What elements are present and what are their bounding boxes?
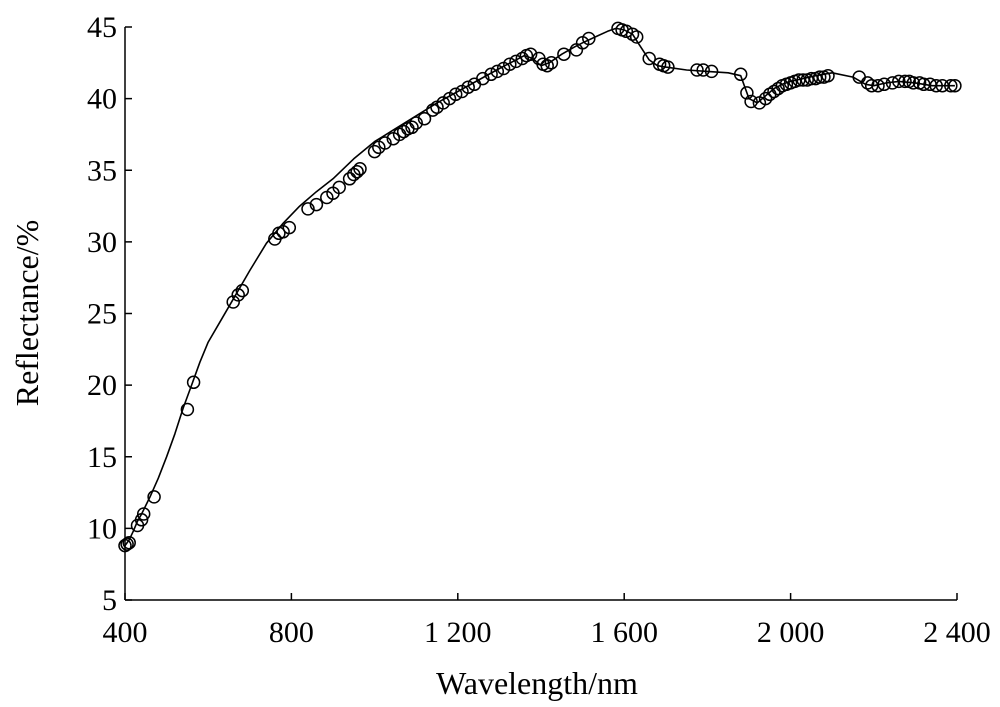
y-axis-title: Reflectance/% — [9, 220, 45, 407]
data-point — [540, 58, 554, 73]
reflectance-line — [124, 27, 955, 547]
data-point — [426, 103, 440, 117]
x-tick-label: 800 — [269, 616, 314, 649]
data-point — [744, 94, 758, 109]
data-point — [690, 63, 704, 77]
data-point — [515, 51, 530, 66]
data-point — [409, 116, 423, 130]
data-point — [405, 120, 419, 135]
data-point — [235, 283, 250, 298]
data-point — [948, 78, 962, 93]
data-point — [740, 86, 754, 100]
x-tick-label: 1 600 — [590, 616, 658, 649]
data-point — [898, 74, 912, 89]
y-tick-label: 5 — [102, 584, 117, 617]
data-point — [342, 172, 357, 186]
data-point — [282, 220, 297, 235]
data-point — [544, 56, 559, 70]
data-point — [704, 64, 719, 79]
data-point — [642, 51, 656, 66]
data-point — [134, 513, 149, 527]
data-point — [396, 124, 411, 139]
data-point — [661, 60, 675, 74]
data-point — [892, 74, 906, 89]
x-axis: 400 800 1 200 1 600 2 000 2 400 — [103, 593, 991, 649]
data-point — [582, 31, 596, 46]
y-tick-label: 15 — [87, 441, 117, 474]
y-tick-label: 25 — [87, 298, 117, 331]
data-point — [557, 47, 571, 61]
data-point — [180, 402, 195, 417]
data-point — [186, 375, 201, 390]
data-point — [231, 288, 245, 302]
data-point — [301, 202, 315, 216]
data-point — [309, 197, 324, 212]
data-point — [871, 78, 885, 93]
data-point — [758, 91, 773, 106]
data-point — [120, 537, 134, 551]
data-point — [448, 87, 463, 102]
data-point — [523, 47, 538, 61]
data-point — [122, 535, 136, 550]
data-point — [226, 295, 240, 309]
x-tick-label: 1 200 — [424, 616, 492, 649]
data-point — [350, 164, 364, 179]
data-point — [147, 490, 161, 504]
x-axis-title: Wavelength/nm — [436, 665, 638, 701]
data-point — [821, 68, 835, 83]
x-tick-label: 2 400 — [923, 616, 991, 649]
data-point — [944, 78, 958, 93]
data-point — [484, 67, 498, 82]
data-point — [367, 144, 382, 159]
y-tick-label: 20 — [87, 369, 117, 402]
data-point — [929, 78, 943, 93]
data-point — [417, 111, 432, 126]
data-point — [629, 30, 644, 44]
data-point — [509, 54, 523, 69]
data-point — [619, 24, 634, 39]
y-tick-label: 35 — [87, 154, 117, 187]
data-point — [771, 81, 785, 96]
data-point — [877, 77, 891, 92]
y-tick-label: 10 — [87, 512, 117, 545]
data-point — [503, 57, 517, 71]
y-tick-label: 30 — [87, 226, 117, 259]
data-point — [461, 80, 475, 94]
data-point — [332, 180, 346, 195]
x-tick-label: 400 — [103, 616, 148, 649]
data-point — [353, 162, 367, 176]
data-point — [696, 63, 710, 77]
plot-area — [118, 21, 962, 553]
data-point — [733, 67, 748, 82]
data-point — [118, 538, 132, 553]
data-point — [906, 76, 921, 90]
data-point — [490, 64, 505, 79]
data-point — [476, 71, 490, 86]
data-point — [812, 70, 827, 84]
y-tick-label: 45 — [87, 11, 117, 44]
data-point — [378, 136, 392, 150]
x-tick-label: 2 000 — [757, 616, 825, 649]
data-point — [860, 76, 875, 90]
y-axis: 5 10 15 20 25 30 35 40 45 — [87, 11, 132, 617]
data-point — [136, 507, 151, 521]
y-tick-label: 40 — [87, 83, 117, 116]
